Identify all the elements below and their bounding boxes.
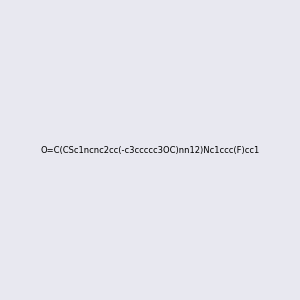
Text: O=C(CSc1ncnc2cc(-c3ccccc3OC)nn12)Nc1ccc(F)cc1: O=C(CSc1ncnc2cc(-c3ccccc3OC)nn12)Nc1ccc(… bbox=[40, 146, 260, 154]
